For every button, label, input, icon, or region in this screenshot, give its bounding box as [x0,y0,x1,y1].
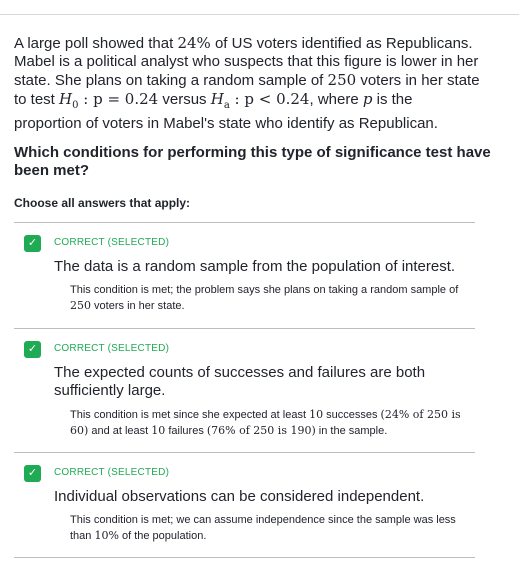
top-divider [0,14,519,15]
choice-large-counts[interactable]: ✓ CORRECT (SELECTED) The expected counts… [14,329,475,452]
check-icon[interactable]: ✓ [24,235,41,252]
choice-divider [14,328,475,329]
math-24-percent: 24% [177,34,211,52]
choice-label: Individual observations can be considere… [54,488,425,505]
choice-random-sample[interactable]: ✓ CORRECT (SELECTED) The data is a rando… [14,223,475,328]
check-icon[interactable]: ✓ [24,341,41,358]
choice-label: The data is a random sample from the pop… [54,258,456,275]
choice-status: CORRECT (SELECTED) [54,237,170,248]
choice-independence[interactable]: ✓ CORRECT (SELECTED) Individual observat… [14,453,475,557]
choice-divider [14,222,475,223]
choice-status: CORRECT (SELECTED) [54,467,170,478]
choice-rationale: This condition is met since she expected… [70,408,461,437]
math-alt-hypothesis: Ha : p < 0.24 [210,90,310,111]
choice-status: CORRECT (SELECTED) [54,343,170,354]
choice-rationale: This condition is met; the problem says … [70,284,459,312]
choice-label: The expected counts of successes and fai… [54,364,426,399]
question-prompt: Which conditions for performing this typ… [14,144,491,179]
check-icon[interactable]: ✓ [24,465,41,482]
question-text: A large poll showed that 24% of US voter… [14,34,480,132]
choice-divider [14,557,475,558]
math-p: p [362,90,373,108]
choice-divider [14,452,475,453]
choices-list: ✓ CORRECT (SELECTED) The data is a rando… [14,222,475,558]
choice-rationale: This condition is met; we can assume ind… [70,514,456,542]
choose-label: Choose all answers that apply: [14,196,191,210]
math-250: 250 [327,71,357,89]
math-null-hypothesis: H0 : p = 0.24 [59,90,159,111]
